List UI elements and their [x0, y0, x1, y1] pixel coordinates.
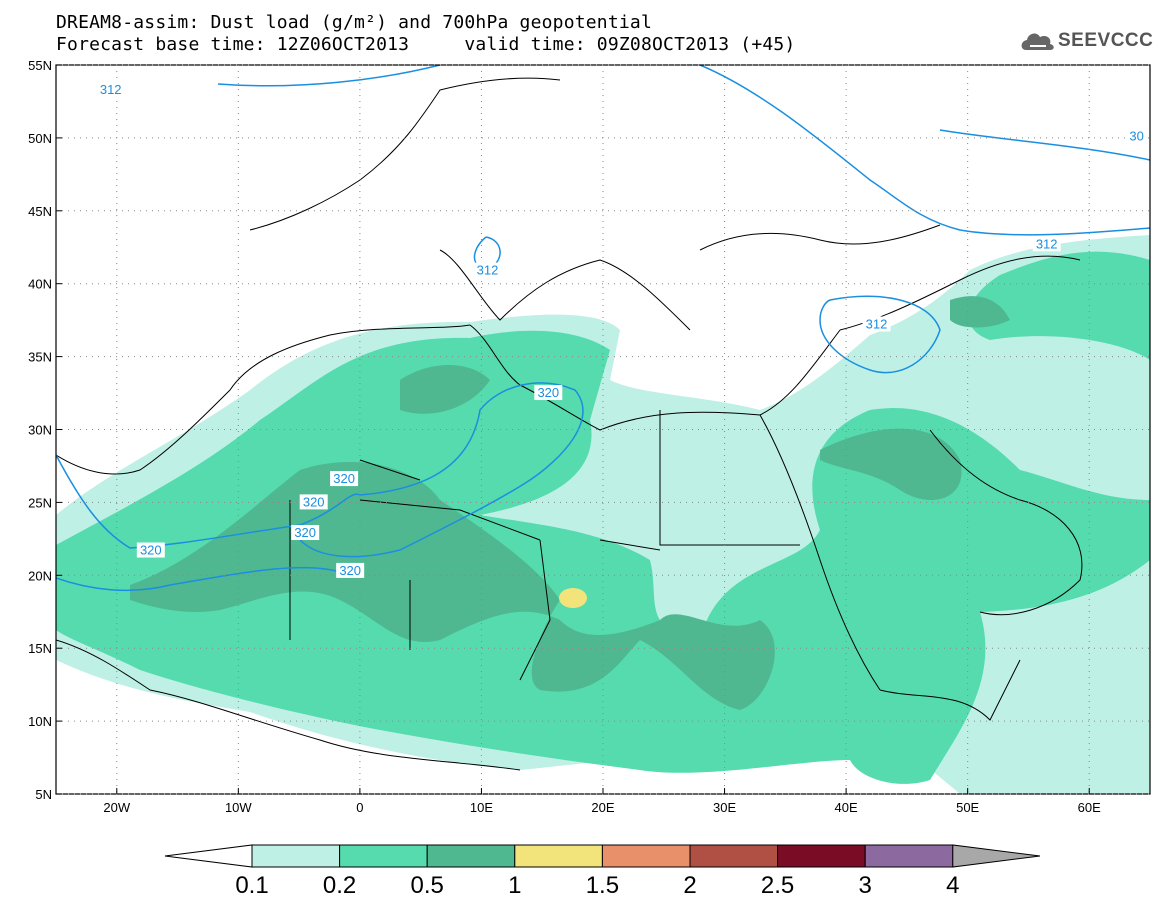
contour-label: 312 [100, 82, 122, 97]
lat-label: 5N [35, 787, 52, 802]
contour-labels: 312 312 312 312 30 320 320 320 320 320 320 [96, 81, 1147, 578]
colorbar-under-triangle [164, 844, 253, 868]
contour-label-bg [330, 471, 359, 487]
contour-label-bg [136, 542, 165, 558]
contour-label: 312 [866, 317, 888, 332]
contour-label: 30 [1129, 128, 1143, 143]
contour-label-bg [862, 316, 891, 332]
lon-label: 40E [835, 800, 858, 815]
lat-label: 55N [28, 58, 52, 73]
lat-label: 30N [28, 423, 52, 438]
contour-label-bg [473, 262, 502, 278]
contour-label: 320 [333, 471, 355, 486]
colorbar-swatch [864, 844, 954, 868]
colorbar-swatch [514, 844, 603, 868]
lat-label: 40N [28, 277, 52, 292]
colorbar-over-triangle [952, 844, 1041, 868]
lat-label: 35N [28, 350, 52, 365]
contour-label-bg [534, 385, 563, 401]
contour-label-bg [291, 525, 320, 541]
lon-label: 0 [356, 800, 363, 815]
colorbar-label: 1.5 [586, 872, 619, 899]
map-title: DREAM8-assim: Dust load (g/m²) and 700hP… [56, 12, 652, 33]
contour-label-bg [96, 81, 125, 97]
lat-label: 10N [28, 714, 52, 729]
colorbar-label: 0.5 [411, 872, 444, 899]
lat-label: 25N [28, 495, 52, 510]
colorbar-label: 3 [859, 872, 872, 899]
lat-label: 15N [28, 641, 52, 656]
logo: SEEVCCC [1018, 24, 1158, 58]
dust-spot-1 [559, 588, 587, 608]
lon-label: 20E [591, 800, 614, 815]
contour-label: 320 [140, 543, 162, 558]
logo-text: SEEVCCC [1058, 30, 1154, 51]
contour-label: 320 [303, 494, 325, 509]
contour-label: 320 [294, 525, 316, 540]
colorbar-label: 0.1 [235, 872, 268, 899]
colorbar-label: 1 [508, 872, 521, 899]
colorbar-swatch [426, 844, 516, 868]
contour-label-bg [1126, 128, 1147, 144]
colorbar-label: 2.5 [761, 872, 794, 899]
colorbar: 0.1 0.2 0.5 1 1.5 2 2.5 3 4 [164, 844, 1041, 899]
lat-label: 20N [28, 568, 52, 583]
lon-label: 10W [225, 800, 252, 815]
contour-label: 312 [1036, 236, 1058, 251]
colorbar-label: 0.2 [323, 872, 356, 899]
lon-label: 50E [956, 800, 979, 815]
cloud-icon [1021, 33, 1054, 50]
contour-label-bg [1032, 236, 1061, 252]
colorbar-label: 2 [683, 872, 696, 899]
colorbar-swatch [339, 844, 428, 868]
dust-layer-0.2 [56, 251, 1150, 784]
latitude-labels: 55N 50N 45N 40N 35N 30N 25N 20N 15N 10N 5N [28, 58, 62, 802]
lon-label: 60E [1078, 800, 1101, 815]
dust-shading [56, 235, 1150, 794]
colorbar-label: 4 [946, 872, 959, 899]
coastlines [56, 77, 1083, 771]
colorbar-swatch [251, 844, 341, 868]
lat-label: 45N [28, 204, 52, 219]
contour-label: 320 [339, 563, 361, 578]
lon-label: 20W [103, 800, 130, 815]
colorbar-swatch [601, 844, 691, 868]
colorbar-swatch [689, 844, 779, 868]
lat-label: 50N [28, 131, 52, 146]
map-subtitle: Forecast base time: 12Z06OCT2013 valid t… [56, 34, 796, 55]
lon-label: 30E [713, 800, 736, 815]
longitude-labels: 20W 10W 0 10E 20E 30E 40E 50E 60E [103, 788, 1101, 815]
contour-label-bg [336, 562, 365, 578]
contour-label: 320 [537, 385, 559, 400]
contour-label-bg [299, 494, 328, 510]
colorbar-swatch [777, 844, 866, 868]
lon-label: 10E [470, 800, 493, 815]
geopotential-contours [56, 65, 1150, 592]
contour-label: 312 [477, 263, 499, 278]
